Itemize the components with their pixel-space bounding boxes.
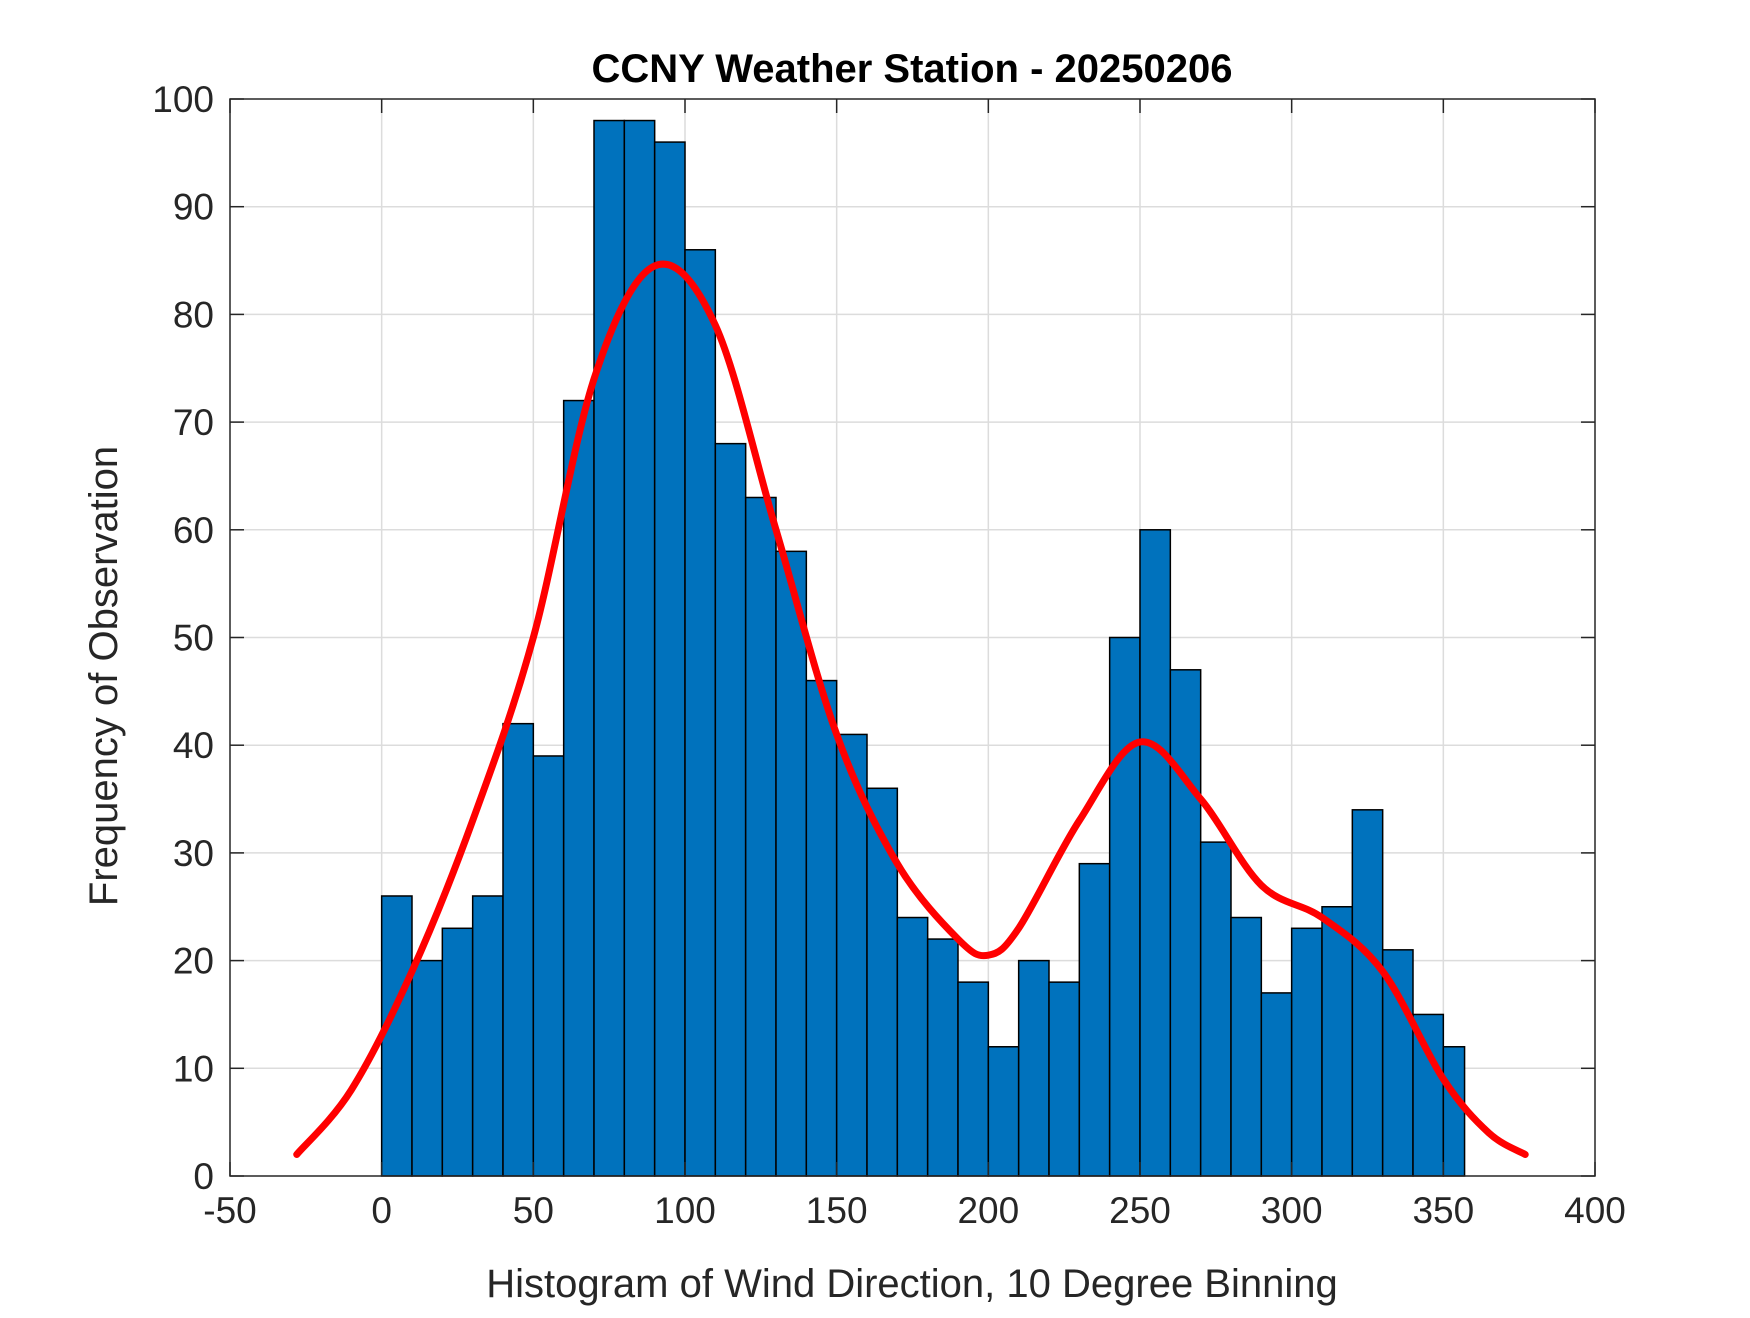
y-tick-label: 10 — [173, 1048, 214, 1089]
histogram-bar — [1442, 1046, 1466, 1177]
histogram-bar — [532, 755, 565, 1177]
histogram-bar — [957, 981, 990, 1177]
y-tick-label: 40 — [173, 725, 214, 766]
x-tick-label: 300 — [1261, 1190, 1323, 1231]
histogram-bar — [775, 550, 808, 1177]
density-fit-curve — [293, 260, 1529, 1158]
histogram-bar — [1139, 529, 1172, 1177]
x-tick-label: 100 — [654, 1190, 716, 1231]
y-tick-labels: 0 10 20 30 40 50 60 70 80 90 100 — [152, 79, 214, 1197]
histogram-bar — [380, 895, 413, 1177]
histogram-bar — [653, 141, 686, 1177]
y-tick-label: 60 — [173, 510, 214, 551]
histogram-bar — [744, 496, 777, 1177]
histogram-bar — [896, 916, 929, 1177]
axis-ticks — [229, 98, 1596, 1177]
x-tick-label: 150 — [806, 1190, 868, 1231]
x-tick-label: 50 — [513, 1190, 554, 1231]
histogram-bar — [1260, 992, 1293, 1177]
histogram-bar — [562, 399, 595, 1177]
histogram-bar — [1381, 949, 1414, 1177]
histogram-bar — [441, 927, 474, 1177]
y-tick-label: 90 — [173, 187, 214, 228]
histogram-bar — [926, 938, 959, 1177]
histogram-bar — [714, 442, 747, 1177]
x-tick-label: 250 — [1109, 1190, 1171, 1231]
y-tick-label: 20 — [173, 941, 214, 982]
histogram-bar — [1321, 906, 1354, 1177]
y-axis-label: Frequency of Observation — [82, 446, 126, 906]
x-tick-label: 0 — [371, 1190, 392, 1231]
histogram-bar — [1017, 959, 1050, 1177]
y-tick-label: 0 — [193, 1156, 214, 1197]
x-tick-label: 350 — [1412, 1190, 1474, 1231]
histogram-bar — [1412, 1013, 1445, 1177]
y-tick-label: 50 — [173, 618, 214, 659]
chart-title: CCNY Weather Station - 20250206 — [592, 47, 1233, 91]
histogram-bar — [805, 679, 838, 1177]
histogram-bar — [1199, 841, 1232, 1177]
histogram-bar — [1351, 809, 1384, 1177]
x-tick-label: -50 — [203, 1190, 256, 1231]
histogram-bars — [380, 119, 1466, 1177]
histogram-bar — [1108, 636, 1141, 1177]
histogram-bar — [411, 959, 444, 1177]
x-tick-label: 200 — [957, 1190, 1019, 1231]
histogram-bar — [866, 787, 899, 1177]
histogram-bar — [502, 722, 535, 1177]
y-tick-label: 80 — [173, 294, 214, 335]
histogram-bar — [471, 895, 504, 1177]
y-tick-label: 30 — [173, 833, 214, 874]
histogram-bar — [593, 119, 626, 1177]
x-tick-label: 400 — [1564, 1190, 1626, 1231]
histogram-bar — [684, 249, 717, 1177]
x-axis-label: Histogram of Wind Direction, 10 Degree B… — [486, 1262, 1338, 1306]
histogram-bar — [1048, 981, 1081, 1177]
grid-lines — [230, 99, 1595, 1176]
histogram-bar — [1169, 669, 1202, 1177]
y-tick-label: 100 — [152, 79, 214, 120]
histogram-bar — [987, 1046, 1020, 1177]
histogram-bar — [1230, 916, 1263, 1177]
y-tick-label: 70 — [173, 402, 214, 443]
histogram-bar — [1078, 862, 1111, 1177]
histogram-bar — [1290, 927, 1323, 1177]
x-tick-labels: -50 0 50 100 150 200 250 300 350 400 — [203, 1190, 1626, 1231]
